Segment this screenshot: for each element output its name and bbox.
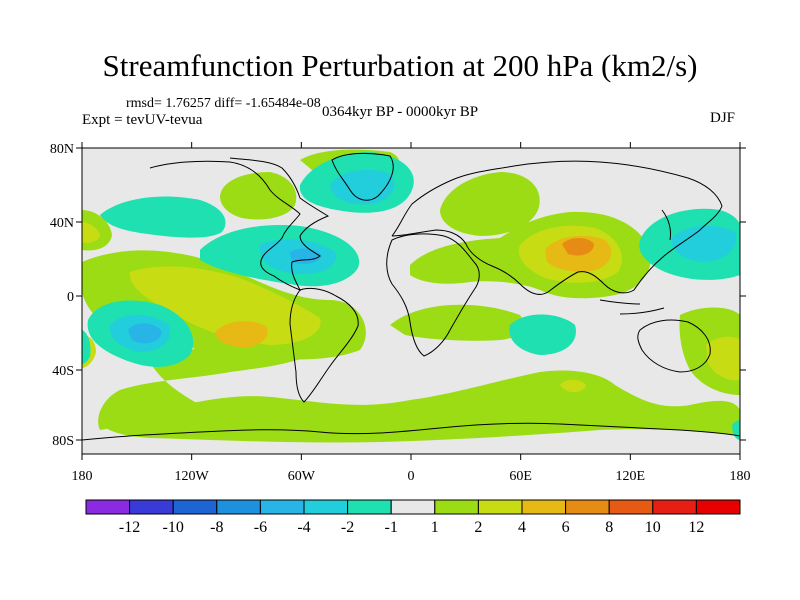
positive-anomaly-indian-south bbox=[560, 379, 586, 393]
lat-label: 0 bbox=[67, 290, 74, 305]
colorbar-swatch bbox=[85, 499, 131, 515]
axis-ticks bbox=[76, 142, 746, 460]
colorbar-swatch bbox=[434, 499, 479, 515]
coastline-south-america bbox=[289, 287, 359, 403]
colorbar-label: -12 bbox=[119, 519, 140, 536]
positive-anomaly-australia-core bbox=[706, 336, 740, 381]
plot-title: Streamfunction Perturbation at 200 hPa (… bbox=[102, 48, 698, 83]
colorbar-swatch bbox=[303, 499, 349, 515]
colorbar-label: -8 bbox=[210, 519, 223, 536]
colorbar-label: -10 bbox=[163, 519, 184, 536]
time-period-label: 0364kyr BP - 0000kyr BP bbox=[322, 104, 479, 120]
lat-label: 80S bbox=[52, 434, 74, 449]
lon-label: 0 bbox=[408, 469, 415, 484]
positive-anomaly-tibet-max bbox=[562, 238, 594, 256]
lon-label: 120E bbox=[616, 469, 646, 484]
colorbar-label: -2 bbox=[341, 519, 354, 536]
colorbar-swatch bbox=[565, 499, 610, 515]
colorbar-swatch bbox=[259, 499, 305, 515]
positive-anomaly-north-america bbox=[220, 172, 297, 220]
colorbar-swatch bbox=[477, 499, 523, 515]
contour-field bbox=[82, 148, 740, 454]
colorbar-swatch bbox=[695, 499, 741, 515]
colorbar-swatch bbox=[129, 499, 174, 515]
negative-anomaly-west-pacific-core bbox=[671, 225, 736, 262]
colorbar-label: 12 bbox=[688, 519, 704, 536]
colorbar-label: 6 bbox=[562, 519, 570, 536]
positive-anomaly-south-pacific-max bbox=[215, 321, 268, 348]
season-label: DJF bbox=[710, 110, 736, 126]
coastline-japan bbox=[661, 209, 671, 241]
coastlines bbox=[82, 152, 740, 441]
positive-anomaly-west-edge-core bbox=[82, 222, 100, 243]
negative-anomaly-south-pacific-max bbox=[128, 323, 162, 344]
positive-anomaly-europe bbox=[440, 172, 540, 236]
colorbar-label: -1 bbox=[385, 519, 398, 536]
rmsd-diff-stats: rmsd= 1.76257 diff= -1.65484e-08 bbox=[126, 96, 321, 111]
colorbar-label: 8 bbox=[605, 519, 613, 536]
lon-label: 180 bbox=[72, 469, 93, 484]
colorbar-swatch bbox=[216, 499, 261, 515]
negative-anomaly-indian bbox=[509, 314, 576, 355]
negative-anomaly-north-pacific bbox=[100, 196, 226, 238]
lon-label: 120W bbox=[175, 469, 210, 484]
latitude-labels: 80N 40N 0 40S 80S bbox=[50, 142, 74, 449]
lon-label: 60E bbox=[509, 469, 532, 484]
negative-anomaly-east-edge bbox=[732, 420, 740, 440]
coastline-indonesia bbox=[599, 299, 665, 315]
experiment-label: Expt = tevUV-tevua bbox=[82, 112, 203, 128]
colorbar-label: 1 bbox=[431, 519, 439, 536]
colorbar-label: 4 bbox=[518, 519, 526, 536]
lat-label: 40S bbox=[52, 364, 74, 379]
lat-label: 40N bbox=[50, 216, 74, 231]
lon-label: 180 bbox=[730, 469, 751, 484]
colorbar-label: 2 bbox=[474, 519, 482, 536]
colorbar-swatch bbox=[521, 499, 567, 515]
colorbar-swatch bbox=[347, 499, 392, 515]
colorbar-label: -6 bbox=[254, 519, 267, 536]
colorbar-swatch bbox=[390, 499, 436, 515]
lat-label: 80N bbox=[50, 142, 74, 157]
coastline-africa bbox=[386, 233, 480, 357]
colorbar bbox=[85, 499, 741, 515]
colorbar-labels: -12 -10 -8 -6 -4 -2 -1 1 2 4 6 8 10 12 bbox=[119, 519, 704, 536]
coastline-australia bbox=[637, 319, 711, 373]
longitude-labels: 180 120W 60W 0 60E 120E 180 bbox=[72, 469, 751, 484]
coastline-europe-asia bbox=[391, 160, 723, 295]
positive-anomaly-south-indian bbox=[390, 304, 524, 341]
negative-anomaly-west-edge bbox=[82, 330, 91, 364]
colorbar-swatch bbox=[608, 499, 654, 515]
coastline-antarctica bbox=[82, 422, 740, 441]
colorbar-label: -4 bbox=[297, 519, 310, 536]
colorbar-label: 10 bbox=[645, 519, 661, 536]
lon-label: 60W bbox=[288, 469, 316, 484]
colorbar-swatch bbox=[652, 499, 697, 515]
positive-anomaly-s-pacific-core bbox=[129, 266, 321, 345]
colorbar-swatch bbox=[172, 499, 218, 515]
coastline-greenland bbox=[331, 152, 394, 201]
